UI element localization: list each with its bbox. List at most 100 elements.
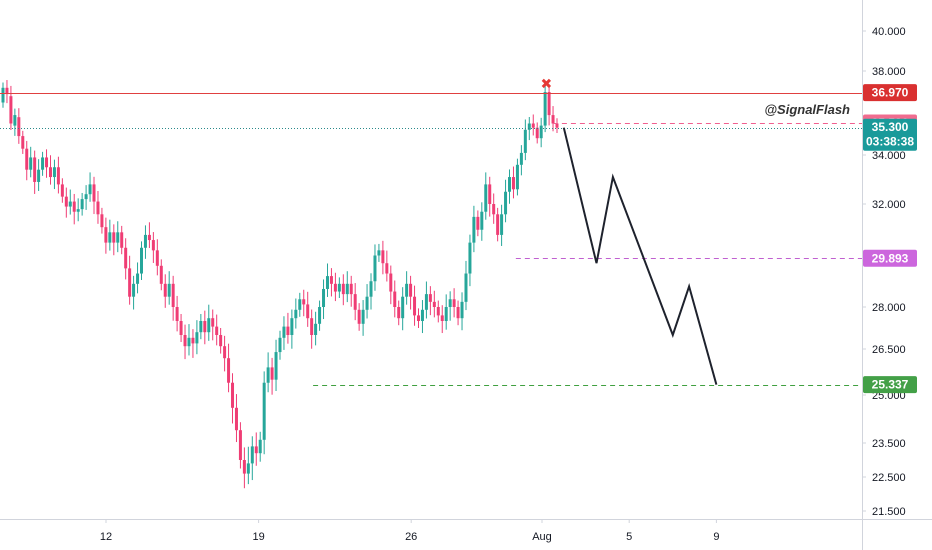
candle-body <box>322 288 326 307</box>
candle-body <box>519 152 523 165</box>
candle-body <box>488 184 492 204</box>
candle-body <box>179 321 183 335</box>
price-tag-bg <box>863 118 917 151</box>
candle-body <box>290 318 294 335</box>
candle-body <box>167 283 171 297</box>
candle-body <box>381 250 385 264</box>
candle-body <box>476 216 480 230</box>
candle-body <box>199 321 203 333</box>
candle-body <box>274 352 278 380</box>
candle-body <box>175 307 179 321</box>
candle-body <box>155 250 159 266</box>
candle-body <box>52 167 56 178</box>
candle-body <box>417 315 420 321</box>
candle-body <box>92 184 96 202</box>
candle-body <box>306 304 310 319</box>
candle-body <box>539 125 543 139</box>
candle-body <box>41 157 45 170</box>
candle-body <box>223 346 227 359</box>
candle-body <box>140 247 143 274</box>
candle-body <box>393 291 397 307</box>
candle-body <box>377 250 381 256</box>
x-tick-label: 9 <box>713 531 719 543</box>
candle-body <box>373 255 377 282</box>
candle-body <box>535 127 539 139</box>
candle-body <box>262 382 266 440</box>
candle-body <box>132 283 136 297</box>
candle-body <box>151 240 155 251</box>
candle-body <box>515 164 519 190</box>
time-axis[interactable]: 12 19 26 Aug 5 9 <box>100 519 720 543</box>
candle-body <box>492 204 496 215</box>
candle-body <box>104 227 108 243</box>
y-tick-label: 21.500 <box>872 506 906 518</box>
candle-body <box>464 273 468 302</box>
candle-body <box>1 87 5 103</box>
candle-body <box>405 283 409 297</box>
candle-body <box>207 318 211 333</box>
candle-body <box>547 92 551 116</box>
candle-body <box>72 201 76 212</box>
candle-body <box>203 321 207 333</box>
candle-body <box>9 96 13 124</box>
candle-body <box>420 309 424 321</box>
candle-body <box>484 184 488 212</box>
x-tick-label: 26 <box>405 531 417 543</box>
candle-body <box>365 296 369 310</box>
candle-body <box>25 148 29 170</box>
candle-body <box>456 307 460 319</box>
candle-body <box>436 307 440 316</box>
y-tick-label: 28.000 <box>872 302 906 314</box>
candle-body <box>29 157 33 170</box>
candle-body <box>508 177 512 192</box>
candle-body <box>250 446 254 464</box>
candle-body <box>369 281 373 297</box>
candle-body <box>68 201 72 207</box>
candle-body <box>468 242 472 274</box>
candle-body <box>76 209 80 212</box>
candle-body <box>413 296 417 316</box>
candle-body <box>353 294 357 310</box>
candle-body <box>496 214 500 235</box>
candle-body <box>409 283 413 297</box>
candle-body <box>270 367 274 380</box>
candle-body <box>234 407 238 431</box>
levels-layer <box>0 93 862 386</box>
candle-body <box>56 167 60 185</box>
candle-body <box>428 294 432 302</box>
candle-body <box>286 326 290 335</box>
candle-body <box>128 268 132 297</box>
candle-body <box>80 199 84 210</box>
watermark-text: @SignalFlash <box>764 102 850 117</box>
candle-body <box>341 283 345 295</box>
candle-body <box>33 157 37 182</box>
price-tag-bg <box>863 84 917 102</box>
candle-body <box>5 87 9 95</box>
candle-body <box>266 367 270 383</box>
candle-body <box>460 301 464 319</box>
candle-body <box>84 194 88 200</box>
x-marker-icon: ✖ <box>540 77 552 93</box>
candle-body <box>310 318 314 335</box>
candle-body <box>45 157 49 168</box>
x-tick-label: 19 <box>252 531 264 543</box>
candle-body <box>329 276 333 284</box>
candle-body <box>500 214 504 235</box>
candle-body <box>136 273 140 284</box>
candle-body <box>191 337 195 344</box>
projection-layer <box>562 127 718 385</box>
candle-body <box>551 115 555 124</box>
candle-body <box>357 309 361 324</box>
y-tick-label: 32.000 <box>872 199 906 211</box>
candle-body <box>389 273 393 292</box>
y-tick-label: 23.500 <box>872 438 906 450</box>
candle-body <box>147 234 151 241</box>
candle-body <box>282 326 286 338</box>
projection-path <box>562 127 718 385</box>
candle-body <box>504 191 508 215</box>
candle-body <box>17 117 21 137</box>
price-tag-label: 36.970 <box>872 86 909 100</box>
candle-body <box>215 326 219 335</box>
